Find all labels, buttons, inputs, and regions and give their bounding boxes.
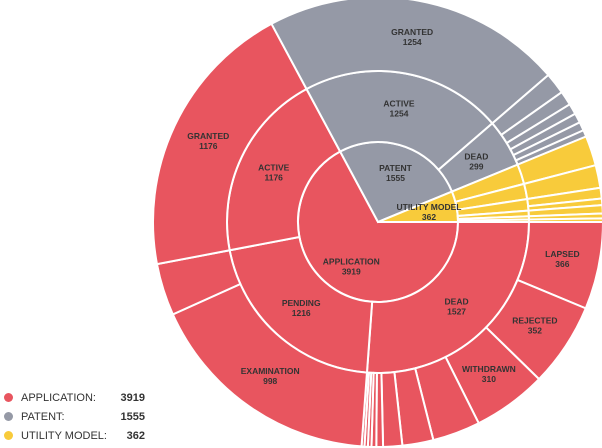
legend-value: 362: [126, 429, 145, 442]
legend-marker: [4, 431, 13, 440]
legend-value: 1555: [120, 410, 145, 423]
segment-label-granted: GRANTED 1176: [187, 131, 229, 151]
legend-item-application[interactable]: APPLICATION: 3919: [4, 388, 145, 407]
legend-marker: [4, 393, 13, 402]
segment-label-utility-model: UTILITY MODEL 362: [396, 202, 461, 222]
segment-label-pending: PENDING 1216: [282, 298, 321, 318]
legend-label: APPLICATION:: [21, 391, 96, 404]
segment-segment[interactable]: [527, 217, 602, 223]
segment-label-dead: DEAD 299: [464, 152, 488, 172]
legend: APPLICATION: 3919 PATENT: 1555 UTILITY M…: [4, 388, 145, 445]
segment-label-active: ACTIVE 1254: [383, 98, 415, 118]
legend-item-patent[interactable]: PATENT: 1555: [4, 407, 145, 426]
legend-item-utility-model[interactable]: UTILITY MODEL: 362: [4, 426, 145, 445]
legend-label: UTILITY MODEL:: [21, 429, 107, 442]
segment-label-active: ACTIVE 1176: [258, 162, 290, 182]
legend-marker: [4, 412, 13, 421]
segment-segment[interactable]: [456, 218, 531, 223]
segment-label-dead: DEAD 1527: [445, 297, 469, 317]
segment-label-patent: PATENT 1555: [379, 163, 413, 183]
segment-label-withdrawn: WITHDRAWN 310: [462, 364, 516, 384]
legend-value: 3919: [120, 391, 145, 404]
segment-granted[interactable]: [270, 0, 550, 125]
segment-label-examination: EXAMINATION 998: [241, 366, 300, 386]
segment-label-lapsed: LAPSED 366: [545, 249, 579, 269]
legend-label: PATENT:: [21, 410, 65, 423]
segment-label-rejected: REJECTED 352: [512, 316, 557, 336]
segment-label-application: APPLICATION 3919: [323, 257, 380, 277]
segment-label-granted: GRANTED 1254: [391, 27, 433, 47]
